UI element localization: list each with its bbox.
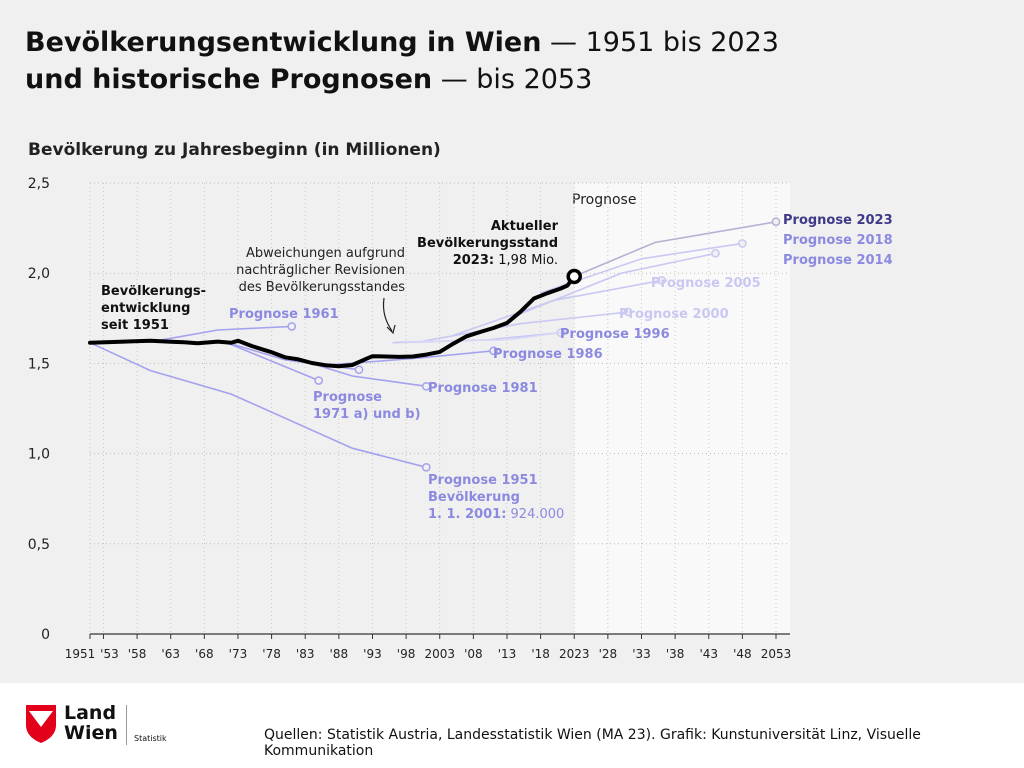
- x-tick-label: 2053: [761, 647, 792, 661]
- forecast-region: [574, 183, 790, 634]
- label-actual: Bevölkerungs-: [101, 284, 206, 299]
- title-line2-light: — bis 2053: [432, 64, 593, 95]
- x-tick-label: '28: [599, 647, 618, 661]
- annotation-revision: nachträglicher Revisionen: [236, 263, 405, 278]
- forecast-endpoint: [354, 365, 364, 375]
- forecast-label: Prognose: [572, 192, 636, 208]
- forecast-endpoint: [489, 346, 498, 356]
- forecast-endpoint: [711, 249, 720, 258]
- label-prognose-2005: Prognose 2005: [651, 276, 761, 291]
- forecast-line: [573, 221, 777, 278]
- x-tick-label: '38: [666, 647, 685, 661]
- forecast-endpoint: [623, 307, 633, 317]
- annotation-arrowhead: [386, 324, 396, 335]
- y-axis-title: Bevölkerung zu Jahresbeginn (in Millione…: [28, 140, 441, 160]
- x-tick-label: '83: [296, 647, 315, 661]
- forecast-endpoint: [657, 276, 667, 285]
- x-tick-label: '13: [498, 647, 517, 661]
- x-tick-label: '53: [100, 647, 119, 661]
- chart-title: Bevölkerungsentwicklung in Wien — 1951 b…: [25, 24, 779, 98]
- label-actual: seit 1951: [101, 318, 169, 333]
- label-prognose-1951: 1. 1. 2001: 924.000: [428, 507, 564, 522]
- x-tick-label: '58: [128, 647, 147, 661]
- annotation-arrow: [382, 297, 393, 332]
- logo-subtitle: Statistik: [134, 734, 167, 743]
- x-tick-label: 2023: [559, 647, 590, 661]
- x-tick-label: '63: [161, 647, 180, 661]
- x-tick-label: 1951: [65, 647, 96, 661]
- forecast-endpoint: [421, 462, 431, 472]
- x-tick-label: '43: [699, 647, 718, 661]
- annotation-revision: Abweichungen aufgrund: [246, 246, 405, 261]
- forecast-line: [224, 341, 320, 382]
- legend-prognose-2014: Prognose 2014: [783, 253, 893, 268]
- logo-wordmark: Land Wien: [64, 703, 118, 743]
- x-tick-label: '68: [195, 647, 214, 661]
- population-chart: Prognose 0 0,5 1,0 1,5 2,0 2,5 1951 '53 '58 '63 '68…: [28, 176, 893, 661]
- y-tick-label: 2,5: [28, 176, 50, 192]
- forecast-endpoint: [421, 381, 431, 391]
- label-actual: entwicklung: [101, 301, 190, 316]
- forecast-endpoint: [287, 322, 297, 331]
- forecast-line: [419, 311, 629, 343]
- annotation-revision: des Bevölkerungsstandes: [239, 280, 406, 295]
- label-prognose-1971: Prognose: [313, 390, 382, 405]
- annotation-current: Aktueller: [491, 219, 559, 234]
- vienna-shield-icon: [26, 705, 56, 743]
- forecast-endpoint: [771, 217, 781, 227]
- x-tick-label: '88: [330, 647, 349, 661]
- x-tick-label: '18: [531, 647, 550, 661]
- logo-line2: Wien: [64, 722, 118, 744]
- x-tick-label: '73: [229, 647, 248, 661]
- label-prognose-1951: Bevölkerung: [428, 490, 520, 505]
- y-tick-label: 1,5: [28, 356, 50, 372]
- label-prognose-1986: Prognose 1986: [493, 347, 603, 362]
- title-line2-bold: und historische Prognosen: [25, 64, 433, 95]
- y-tick-label: 0: [41, 627, 50, 643]
- label-prognose-1971: 1971 a) und b): [313, 407, 421, 422]
- y-tick-label: 2,0: [28, 266, 50, 282]
- x-tick-label: '08: [464, 647, 483, 661]
- x-tick-label: '78: [262, 647, 281, 661]
- label-prognose-1996: Prognose 1996: [560, 327, 670, 342]
- x-tick-label: '48: [733, 647, 752, 661]
- label-prognose-2000: Prognose 2000: [619, 307, 729, 322]
- label-prognose-1951: Prognose 1951: [428, 473, 538, 488]
- y-tick-label: 0,5: [28, 537, 50, 553]
- forecast-endpoint: [738, 239, 747, 248]
- legend-prognose-2018: Prognose 2018: [783, 233, 893, 248]
- title-line1-bold: Bevölkerungsentwicklung in Wien: [25, 27, 542, 58]
- x-tick-label: '98: [397, 647, 416, 661]
- x-tick-label: '33: [632, 647, 651, 661]
- logo-line1: Land: [64, 702, 117, 724]
- title-line1-light: — 1951 bis 2023: [541, 27, 779, 58]
- annotation-current: 2023: 1,98 Mio.: [453, 253, 558, 268]
- x-tick-label: '93: [363, 647, 382, 661]
- logo-divider: [126, 705, 127, 745]
- y-tick-label: 1,0: [28, 447, 50, 463]
- x-tick-label: 2003: [424, 647, 455, 661]
- source-text: Quellen: Statistik Austria, Landesstatis…: [264, 727, 921, 759]
- label-prognose-1981: Prognose 1981: [428, 381, 538, 396]
- label-prognose-1961: Prognose 1961: [229, 307, 339, 322]
- forecast-line: [513, 252, 716, 318]
- annotation-current: Bevölkerungsstand: [417, 236, 558, 251]
- forecast-endpoint: [314, 376, 324, 385]
- revision-line: [399, 332, 561, 343]
- forecast-line: [157, 325, 292, 342]
- current-value-marker: [566, 268, 582, 285]
- legend-prognose-2023: Prognose 2023: [783, 213, 893, 228]
- footer: Land Wien Statistik Quellen: Statistik A…: [0, 683, 1024, 768]
- forecast-line: [89, 341, 427, 469]
- actual-population-line: [88, 274, 577, 369]
